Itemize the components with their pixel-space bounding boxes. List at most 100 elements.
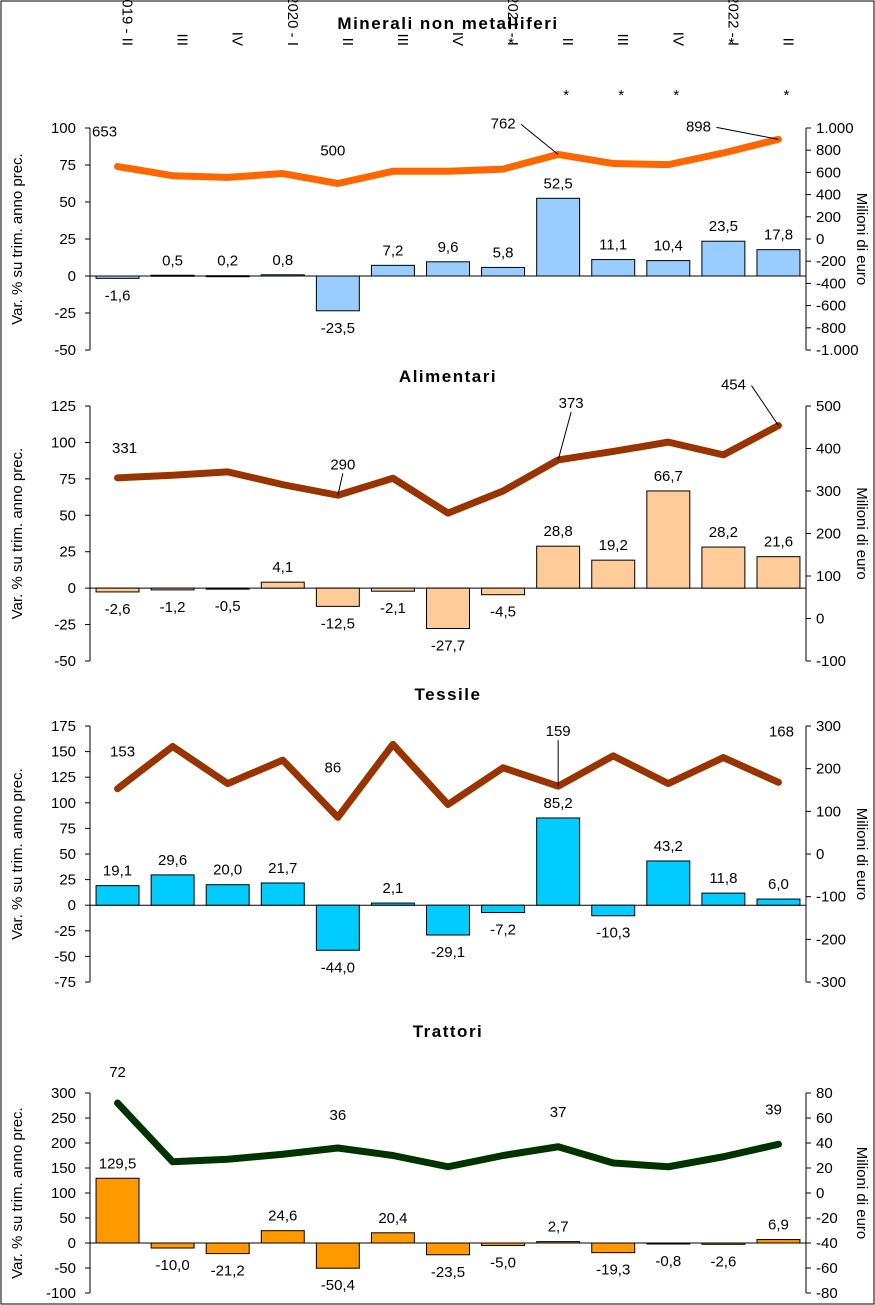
bar (756, 1239, 801, 1244)
bar-label: 20,0 (213, 862, 242, 879)
left-tick-label: 25 (59, 544, 76, 561)
bar-label: 9,6 (438, 239, 459, 256)
chart-panel-3: Tessile -75 -50 -25 0 25 50 75 100 125 150 175 -300 -… (9, 685, 870, 991)
bar-label: -2,1 (380, 600, 406, 617)
bar (260, 274, 305, 277)
bar (205, 884, 250, 906)
chart-title: Minerali non metalliferi (337, 14, 558, 33)
bar-label: 20,4 (378, 1210, 407, 1227)
bar (205, 587, 250, 590)
right-tick-label: 80 (816, 1085, 833, 1102)
bar-label: 10,4 (654, 238, 683, 255)
bar-label: 43,2 (654, 838, 683, 855)
bar-label: 28,8 (544, 523, 573, 540)
line-label: 653 (92, 124, 117, 141)
bar (646, 490, 691, 589)
left-tick-label: 250 (51, 1110, 76, 1127)
line-series (114, 135, 782, 187)
left-tick-label: -25 (54, 923, 76, 940)
right-tick-label: -60 (816, 1260, 838, 1277)
bar-label: 0,2 (217, 253, 238, 270)
line-label: 331 (112, 440, 137, 457)
bar-label: 0,5 (162, 252, 183, 269)
bar (426, 587, 470, 630)
line-label: 72 (109, 1064, 126, 1081)
bar (205, 275, 250, 278)
left-tick-label: 75 (59, 820, 76, 837)
bar-label: -0,8 (655, 1253, 681, 1270)
bar-label: -4,5 (490, 604, 516, 621)
right-tick-label: -100 (816, 889, 846, 906)
bar-label: -19,3 (596, 1262, 630, 1279)
bar (260, 581, 305, 589)
category-label: 2020 - I (284, 0, 301, 46)
left-tick-label: 125 (51, 398, 76, 415)
bar (95, 1177, 140, 1244)
bar-label: -1,6 (105, 287, 131, 304)
left-tick-label: 0 (68, 897, 76, 914)
right-tick-label: -100 (816, 653, 846, 670)
right-tick-label: 200 (816, 526, 841, 543)
line-label: 39 (765, 1101, 782, 1118)
right-tick-label: -1.000 (816, 342, 859, 359)
category-label: II (779, 38, 796, 46)
category-asterisk: * (618, 87, 624, 104)
bar (536, 1241, 581, 1244)
bar (370, 264, 415, 277)
right-tick-label: 600 (816, 164, 841, 181)
bar-label: -21,2 (211, 1263, 245, 1280)
bar-label: 5,8 (493, 244, 514, 261)
left-tick-label: 75 (59, 157, 76, 174)
right-tick-label: 400 (816, 441, 841, 458)
line-label: 454 (721, 377, 746, 394)
left-axis-title: Var. % su trim. anno prec. (9, 768, 26, 939)
bar (646, 260, 691, 277)
right-tick-label: -20 (816, 1210, 838, 1227)
right-tick-label: 200 (816, 209, 841, 226)
bar (756, 898, 801, 906)
category-label: II (339, 38, 356, 46)
category-label: II (559, 38, 576, 46)
right-axis-title: Milioni di euro (853, 487, 870, 580)
left-tick-label: -50 (54, 1260, 76, 1277)
line-label: 898 (686, 118, 711, 135)
right-tick-label: 60 (816, 1110, 833, 1127)
line-label-connector (337, 473, 344, 496)
left-tick-label: 100 (51, 120, 76, 137)
bar-label: -29,1 (431, 944, 465, 961)
bar (426, 261, 470, 277)
category-asterisk: * (673, 87, 679, 104)
left-tick-label: 100 (51, 1185, 76, 1202)
bar-label: 23,5 (709, 218, 738, 235)
right-tick-label: 0 (816, 611, 824, 628)
right-tick-label: -200 (816, 931, 846, 948)
bar (260, 1230, 305, 1244)
bar-label: 85,2 (544, 795, 573, 812)
line-series (114, 740, 782, 821)
bar (646, 1242, 691, 1245)
right-tick-label: 500 (816, 398, 841, 415)
bar-label: 6,9 (768, 1217, 789, 1234)
bar (150, 874, 195, 906)
bar-label: 17,8 (764, 227, 793, 244)
left-tick-label: -50 (54, 653, 76, 670)
right-axis-title: Milioni di euro (853, 1147, 870, 1240)
left-tick-label: 50 (59, 1210, 76, 1227)
bar-label: 0,8 (272, 252, 293, 269)
left-tick-label: 125 (51, 769, 76, 786)
left-axis-title: Var. % su trim. anno prec. (9, 1107, 26, 1278)
bar (315, 1242, 360, 1269)
line-label: 159 (546, 723, 571, 740)
left-tick-label: 175 (51, 718, 76, 735)
bar (701, 892, 746, 906)
bar-label: 19,2 (599, 537, 628, 554)
bar (481, 1242, 526, 1246)
right-tick-label: 40 (816, 1135, 833, 1152)
right-tick-label: 20 (816, 1160, 833, 1177)
bar-label: -1,2 (160, 599, 186, 616)
bar-label: -12,5 (321, 615, 355, 632)
right-tick-label: 800 (816, 142, 841, 159)
category-asterisk: * (784, 87, 790, 104)
bar (150, 1242, 195, 1249)
